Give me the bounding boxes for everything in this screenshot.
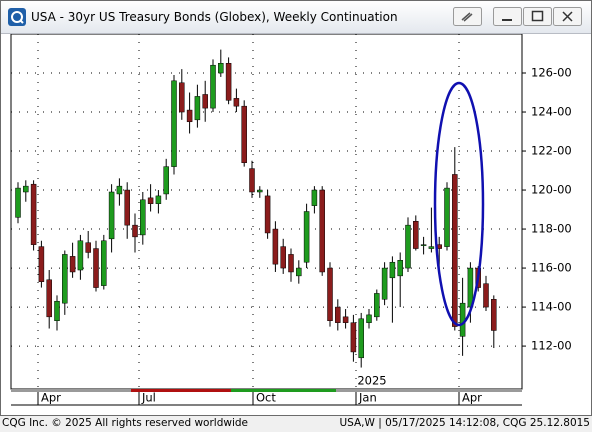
candle-body xyxy=(358,318,364,359)
y-tick-label: 120-00 xyxy=(531,183,572,197)
candle-body xyxy=(389,261,396,279)
y-tick-label: 114-00 xyxy=(531,300,572,314)
candle-body xyxy=(420,244,427,246)
candle-body xyxy=(264,195,271,234)
candle-body xyxy=(101,240,107,286)
y-tick-label: 126-00 xyxy=(531,66,572,80)
candle-body xyxy=(444,187,450,247)
candle-body xyxy=(69,256,76,273)
candle-body xyxy=(459,302,466,337)
candle-body xyxy=(116,185,123,195)
annotation-ellipse xyxy=(433,81,485,327)
candle-body xyxy=(491,299,497,331)
candle-body xyxy=(218,63,224,74)
candle-body xyxy=(272,228,279,265)
candle-body xyxy=(163,166,169,195)
session-bar xyxy=(131,389,231,392)
candle-body xyxy=(288,254,294,273)
session-bar xyxy=(231,389,336,392)
candle-body xyxy=(303,211,310,263)
candle-body xyxy=(38,246,45,282)
x-tick-label: Apr xyxy=(41,391,61,405)
candle-body xyxy=(374,293,380,318)
candle-body xyxy=(381,267,388,300)
window: USA - 30yr US Treasury Bonds (Globex), W… xyxy=(0,0,592,416)
window-title: USA - 30yr US Treasury Bonds (Globex), W… xyxy=(31,10,398,24)
candle-body xyxy=(405,224,411,269)
candle-body xyxy=(210,64,216,109)
candle-body xyxy=(225,63,232,101)
candle-body xyxy=(241,105,247,163)
candle-body xyxy=(483,283,489,308)
candle-body xyxy=(108,191,115,240)
candle-body xyxy=(319,189,325,273)
y-tick-label: 122-00 xyxy=(531,144,572,158)
candle-body xyxy=(397,260,403,277)
status-info: USA,W | 05/17/2025 14:12:08, CQG 25.12.8… xyxy=(339,417,590,429)
x-tick-label: Oct xyxy=(256,391,276,405)
y-tick-label: 118-00 xyxy=(531,222,572,236)
candle-body xyxy=(15,187,21,218)
candle-body xyxy=(124,189,130,226)
x-tick-label: Jul xyxy=(141,391,156,405)
candle-body xyxy=(171,80,177,167)
candle-body xyxy=(342,316,349,323)
candle-body xyxy=(132,224,138,238)
candle-body xyxy=(46,279,52,318)
candle-body xyxy=(77,240,84,271)
candle-body xyxy=(452,174,458,327)
candle-body xyxy=(366,314,372,323)
candle-body xyxy=(179,82,185,113)
status-bar: CQG Inc. © 2025 All rights reserved worl… xyxy=(0,416,592,432)
title-bar: USA - 30yr US Treasury Bonds (Globex), W… xyxy=(1,1,591,34)
x-tick-label: Jan xyxy=(358,391,377,405)
candle-body xyxy=(202,94,208,109)
candle-body xyxy=(30,183,37,245)
chart: 112-00 114-00 116-00 118-00 120-00 122-00 124-… xyxy=(10,34,572,406)
y-tick-label: 112-00 xyxy=(531,339,572,353)
candle-body xyxy=(327,267,333,321)
copyright: CQG Inc. © 2025 All rights reserved worl… xyxy=(2,417,249,429)
candle-body xyxy=(335,306,341,323)
candle-body xyxy=(23,185,29,193)
candle-body xyxy=(233,98,240,107)
candle-body xyxy=(85,242,91,253)
candle-body xyxy=(93,248,99,288)
candle-body xyxy=(257,189,263,193)
y-tick-label: 116-00 xyxy=(531,261,572,275)
session-bar xyxy=(336,389,522,392)
candle-body xyxy=(62,254,68,304)
x-tick-label: Apr xyxy=(462,391,482,405)
session-bar xyxy=(11,389,131,392)
candle-body xyxy=(428,246,435,249)
candle-body xyxy=(280,246,286,269)
candle-body xyxy=(155,195,162,204)
candle-body xyxy=(311,189,318,206)
candle-body xyxy=(296,267,302,277)
window-buttons[interactable] xyxy=(453,7,583,29)
year-label: 2025 xyxy=(357,374,386,388)
y-tick-label: 124-00 xyxy=(531,105,572,119)
candle-body xyxy=(147,197,154,204)
candle-body xyxy=(413,221,419,249)
candle-body xyxy=(350,322,357,353)
candle-body xyxy=(54,300,60,321)
candle-body xyxy=(249,168,255,193)
candle-body xyxy=(140,199,146,236)
candle-body xyxy=(194,96,201,121)
candle-body xyxy=(186,109,193,123)
app-icon xyxy=(8,8,26,26)
